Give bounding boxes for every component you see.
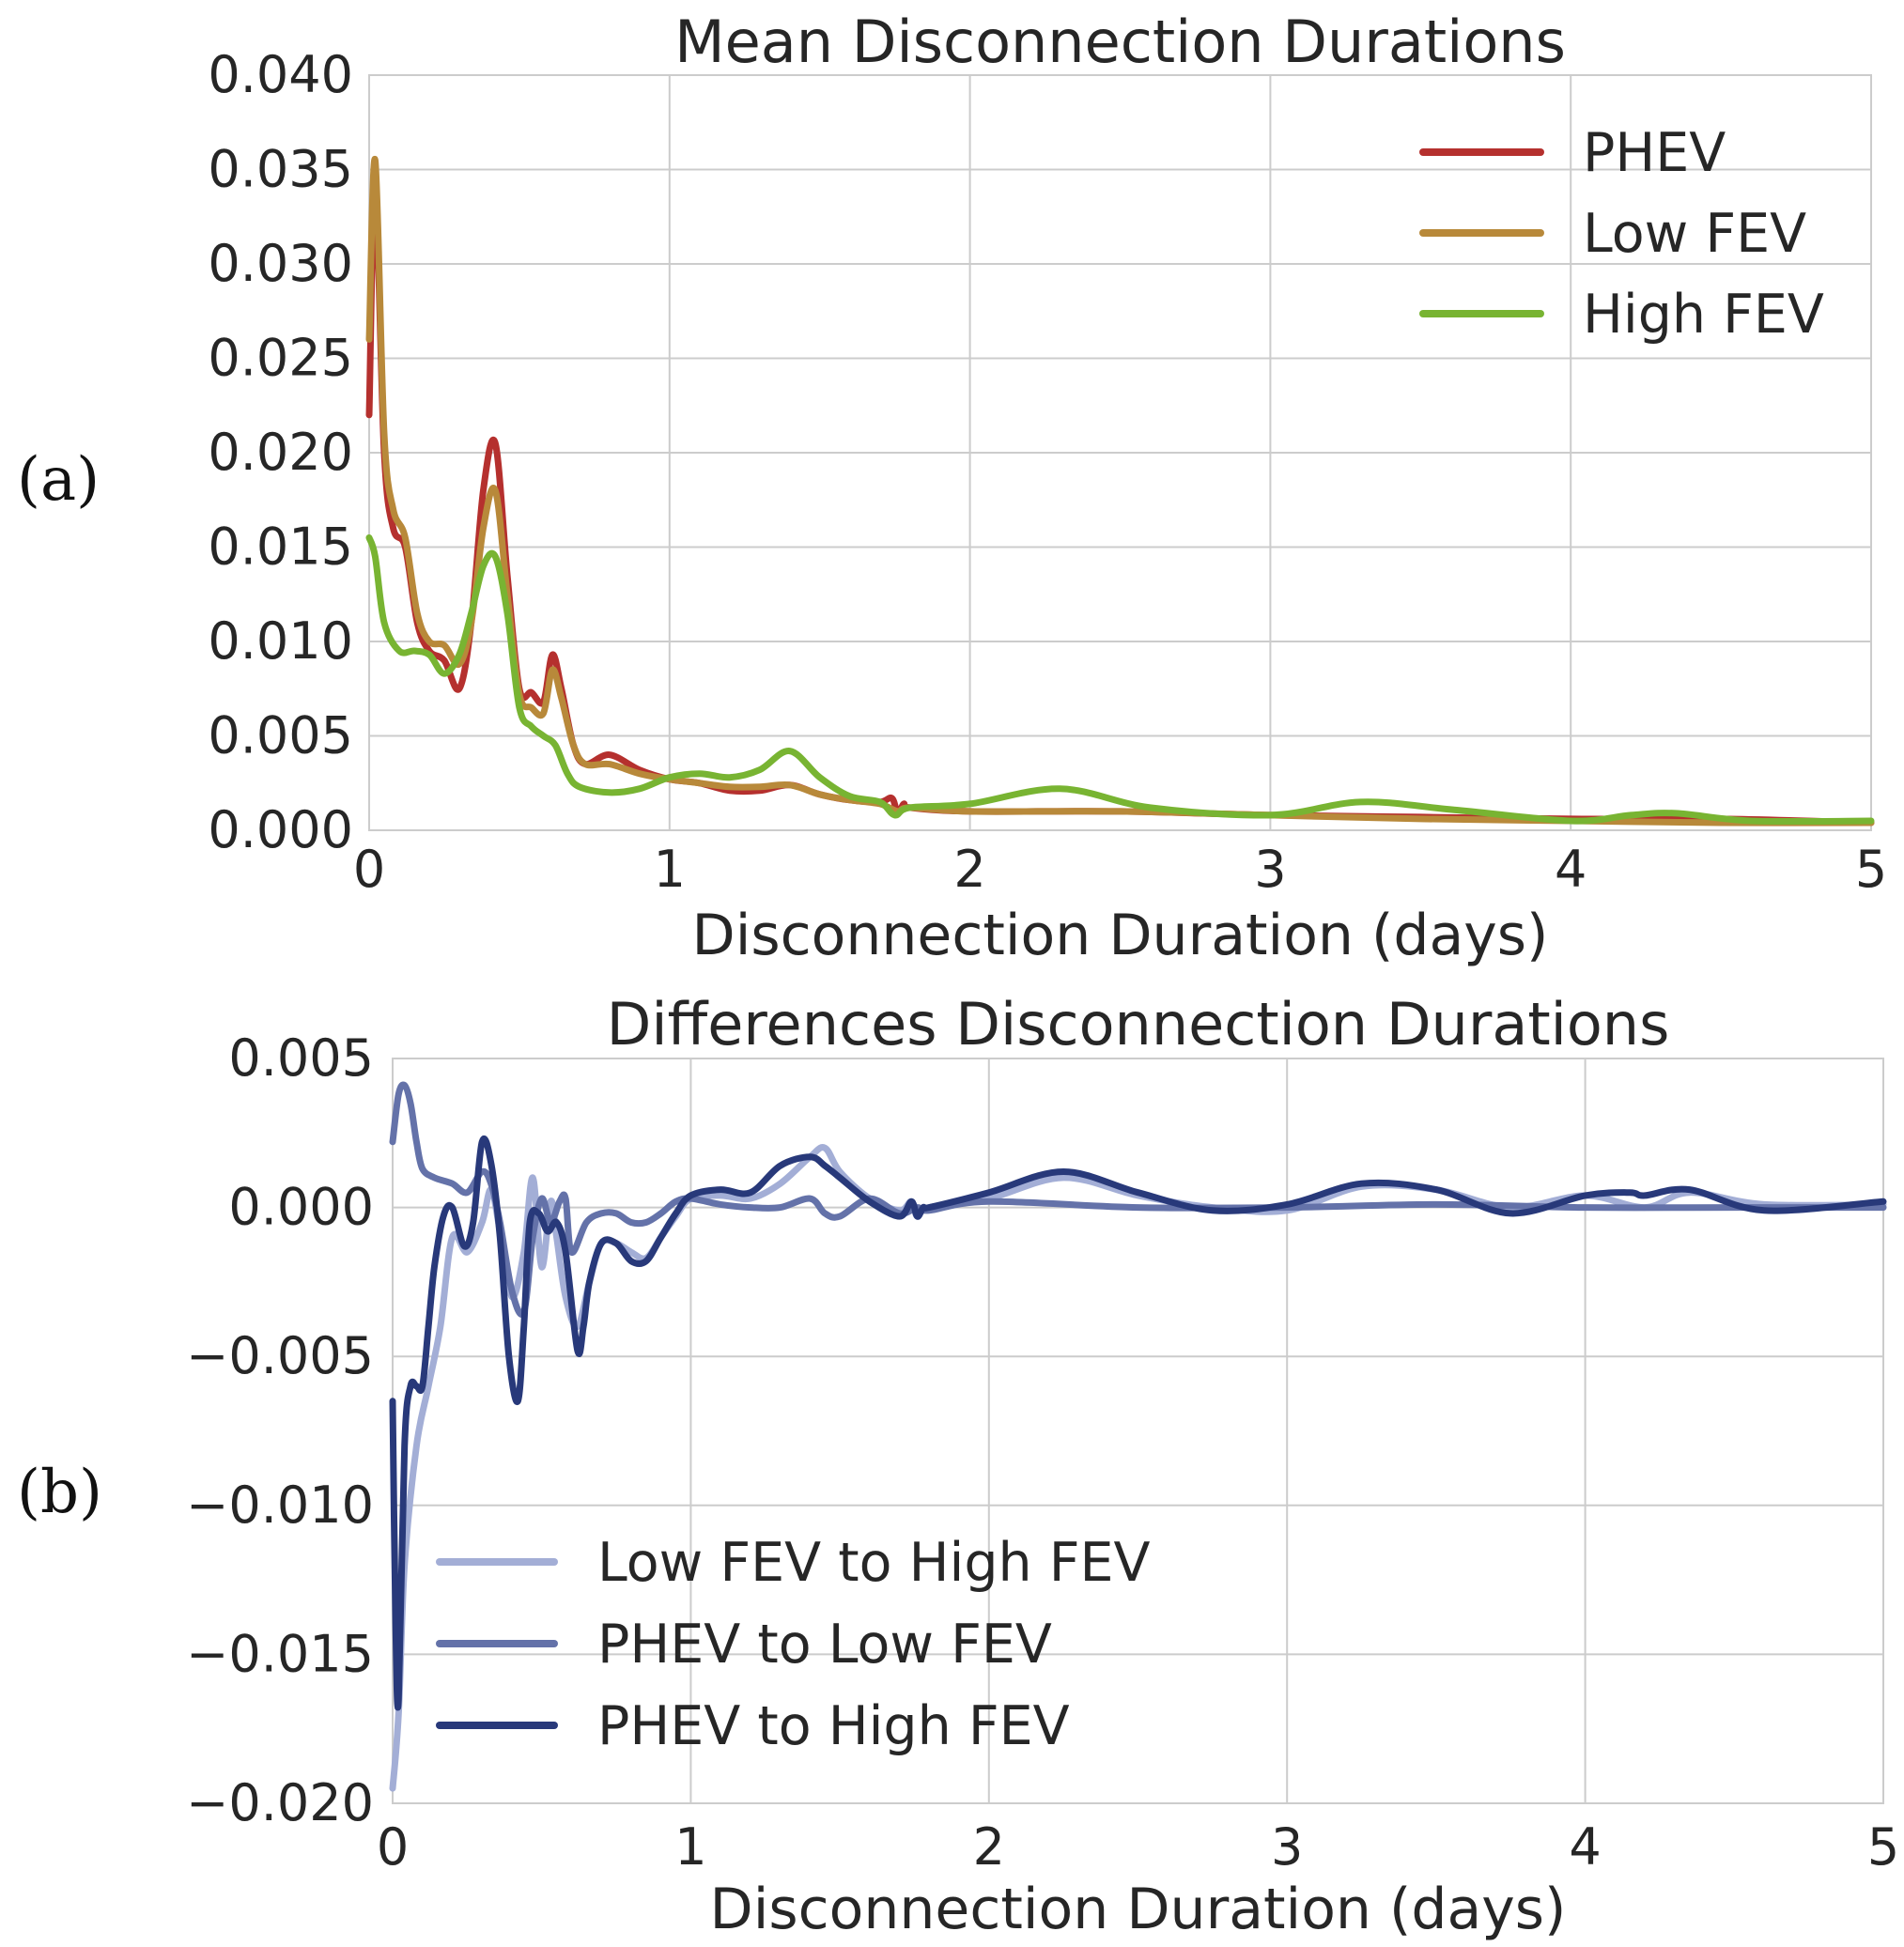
chart-b-xtick-label: 5 <box>1867 1817 1899 1877</box>
chart-b-xtick-label: 2 <box>973 1817 1005 1877</box>
chart-a-ytick-label: 0.020 <box>208 423 353 482</box>
chart-a-ytick-label: 0.010 <box>208 611 353 671</box>
chart-differences: 0 1 2 3 4 5 −0.020 −0.015 −0.010 −0.005 0.000 0.005… <box>186 990 1899 1942</box>
chart-a-ytick-label: 0.015 <box>208 518 353 577</box>
chart-a-series-low-fev <box>365 156 1875 827</box>
chart-b-series <box>389 1081 1887 1792</box>
chart-a-xlabel: Disconnection Duration (days) <box>692 903 1549 968</box>
chart-b-xtick-label: 3 <box>1271 1817 1303 1877</box>
chart-b-grid <box>392 1058 1884 1804</box>
chart-b-xtick-label: 4 <box>1569 1817 1601 1877</box>
chart-b-title: Differences Disconnection Durations <box>607 990 1670 1058</box>
chart-a-ticks: 0 1 2 3 4 5 0.000 0.005 0.010 0.015 0.020 0.025 0.03… <box>208 45 1887 899</box>
chart-a-xtick-label: 0 <box>353 840 385 899</box>
chart-a-ytick-label: 0.035 <box>208 140 353 199</box>
panel-label-a: (a) <box>17 445 100 515</box>
chart-b-legend-label-low-fev-to-high-fev: Low FEV to High FEV <box>597 1532 1151 1594</box>
chart-b-xlabel: Disconnection Duration (days) <box>710 1877 1567 1942</box>
chart-a-xtick-label: 4 <box>1555 840 1587 899</box>
chart-a-grid <box>368 74 1872 831</box>
chart-b-xtick-label: 0 <box>377 1817 409 1877</box>
chart-a-plot-frame <box>368 74 1872 831</box>
chart-a-xtick-label: 2 <box>953 840 985 899</box>
chart-b-xtick-label: 1 <box>674 1817 706 1877</box>
chart-b-series-phev-to-low-fev <box>389 1081 1887 1318</box>
chart-a-legend-label-low-fev: Low FEV <box>1583 203 1806 265</box>
chart-a-series <box>365 156 1875 827</box>
chart-a-ytick-label: 0.025 <box>208 329 353 388</box>
chart-b-plot-frame <box>392 1058 1884 1804</box>
chart-b-ytick-label: 0.000 <box>228 1178 374 1237</box>
chart-a-ytick-label: 0.000 <box>208 800 353 859</box>
panel-label-b: (b) <box>17 1458 102 1527</box>
chart-a-ytick-label: 0.005 <box>208 706 353 765</box>
chart-a-legend: PHEV Low FEV High FEV <box>1419 122 1824 346</box>
chart-a-legend-label-high-fev: High FEV <box>1583 284 1824 346</box>
chart-b-legend-label-phev-to-low-fev: PHEV to Low FEV <box>597 1614 1052 1676</box>
chart-a-xtick-label: 1 <box>654 840 686 899</box>
chart-a-ytick-label: 0.030 <box>208 234 353 293</box>
chart-mean-durations: 0 1 2 3 4 5 0.000 0.005 0.010 0.015 0.020 0.025 0.03… <box>208 8 1887 968</box>
chart-a-series-high-fev <box>365 534 1875 826</box>
chart-b-legend-label-phev-to-high-fev: PHEV to High FEV <box>597 1695 1070 1757</box>
chart-a-legend-label-phev: PHEV <box>1583 122 1726 184</box>
chart-b-ytick-label: −0.005 <box>186 1326 374 1385</box>
chart-b-ticks: 0 1 2 3 4 5 −0.020 −0.015 −0.010 −0.005 0.000 0.005 <box>186 1028 1899 1877</box>
chart-b-ytick-label: 0.005 <box>228 1028 374 1088</box>
chart-a-title: Mean Disconnection Durations <box>674 8 1566 76</box>
chart-a-xtick-label: 5 <box>1855 840 1887 899</box>
chart-b-series-phev-to-high-fev <box>389 1135 1887 1711</box>
chart-b-ytick-label: −0.015 <box>186 1624 374 1683</box>
chart-b-legend: Low FEV to High FEV PHEV to Low FEV PHEV t… <box>436 1532 1151 1757</box>
chart-a-xtick-label: 3 <box>1254 840 1286 899</box>
chart-b-ytick-label: −0.010 <box>186 1476 374 1535</box>
chart-b-ytick-label: −0.020 <box>186 1773 374 1832</box>
chart-a-ytick-label: 0.040 <box>208 45 353 104</box>
